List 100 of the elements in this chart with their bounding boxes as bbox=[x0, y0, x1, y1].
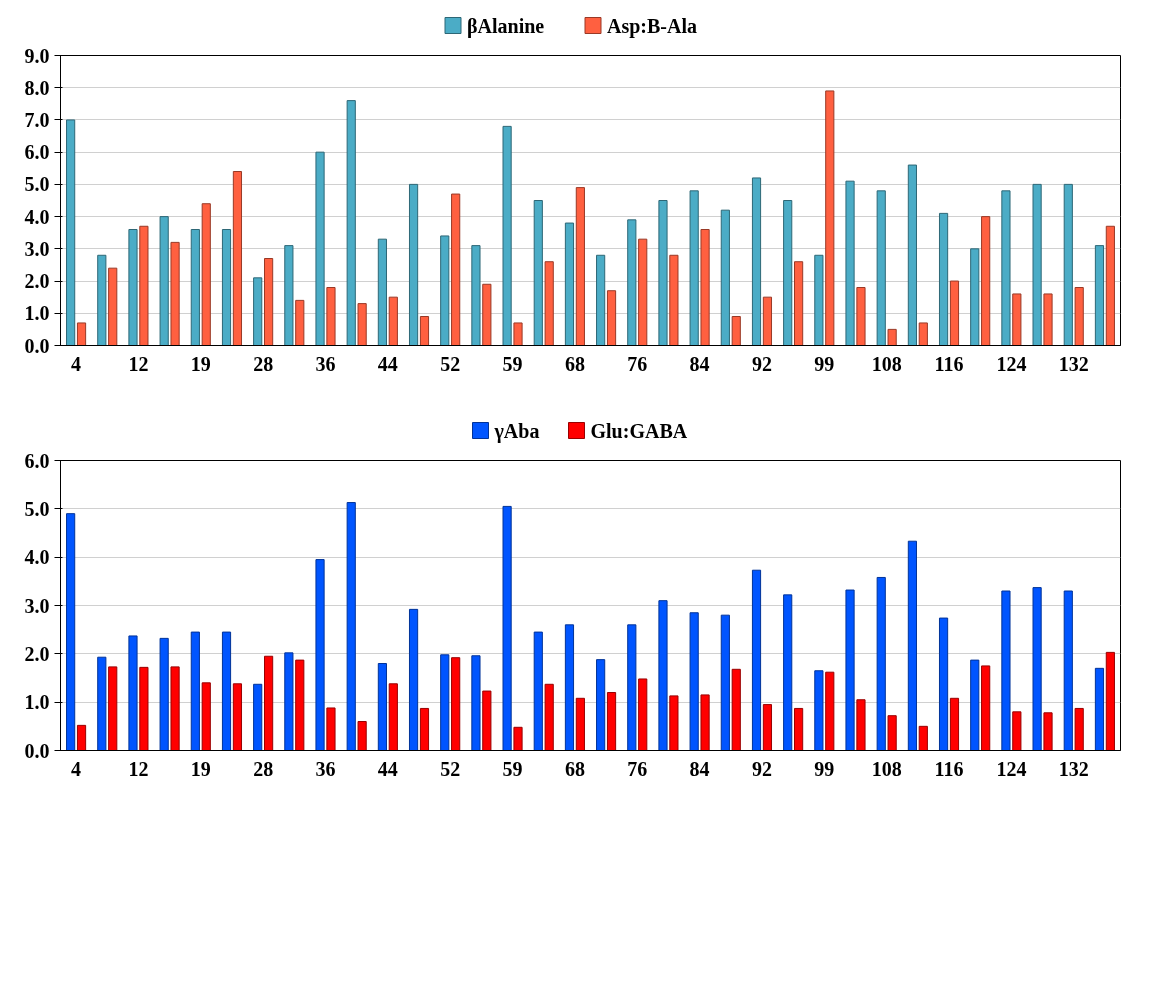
bar bbox=[1063, 590, 1073, 751]
bar bbox=[326, 707, 336, 751]
bar bbox=[981, 216, 991, 346]
x-tick-label: 44 bbox=[377, 352, 398, 375]
bar bbox=[876, 190, 886, 346]
bar bbox=[284, 245, 294, 346]
x-tick-label: 124 bbox=[996, 352, 1027, 375]
bar bbox=[1105, 651, 1115, 751]
bar bbox=[887, 328, 897, 346]
bar bbox=[825, 90, 835, 346]
x-tick-label: 19 bbox=[190, 352, 211, 375]
bar bbox=[1063, 183, 1073, 346]
y-tick-label: 2.0 bbox=[24, 642, 50, 665]
bar bbox=[1074, 287, 1084, 346]
bar bbox=[751, 177, 762, 346]
bar bbox=[1094, 667, 1105, 751]
bar bbox=[938, 212, 949, 346]
bar bbox=[66, 119, 76, 346]
bar bbox=[762, 704, 773, 751]
bar bbox=[440, 235, 450, 346]
bar bbox=[264, 655, 274, 751]
x-tick-label: 124 bbox=[996, 757, 1027, 780]
bar bbox=[264, 258, 274, 346]
bar bbox=[408, 183, 419, 346]
bar bbox=[949, 697, 960, 751]
bar bbox=[970, 659, 980, 751]
bar bbox=[720, 614, 730, 751]
x-tick-label: 116 bbox=[934, 757, 964, 780]
x-tick-label: 92 bbox=[751, 352, 772, 375]
bar bbox=[918, 725, 928, 751]
x-tick-label: 84 bbox=[689, 352, 710, 375]
bar bbox=[388, 296, 398, 346]
legend-label: βAlanine bbox=[467, 14, 545, 38]
x-tick-label: 132 bbox=[1058, 757, 1089, 780]
bar bbox=[907, 540, 917, 751]
bar bbox=[408, 608, 419, 751]
bar bbox=[346, 502, 356, 751]
bar bbox=[970, 248, 980, 346]
bar bbox=[1001, 190, 1011, 346]
legend-label: Glu:GABA bbox=[590, 419, 688, 442]
x-tick-label: 44 bbox=[377, 757, 398, 780]
x-tick-label: 28 bbox=[253, 352, 274, 375]
bar bbox=[1043, 293, 1053, 346]
bar bbox=[606, 692, 617, 751]
x-tick-label: 59 bbox=[502, 352, 523, 375]
y-tick-label: 7.0 bbox=[24, 108, 50, 131]
bar bbox=[201, 203, 211, 346]
bar bbox=[76, 322, 87, 346]
x-tick-label: 4 bbox=[71, 352, 82, 375]
x-tick-label: 108 bbox=[871, 757, 902, 780]
y-tick-label: 2.0 bbox=[24, 270, 50, 293]
x-tick-label: 4 bbox=[71, 757, 82, 780]
bar bbox=[170, 666, 180, 751]
y-tick-label: 4.0 bbox=[24, 546, 50, 569]
x-tick-label: 68 bbox=[564, 352, 585, 375]
y-tick-label: 4.0 bbox=[24, 205, 50, 228]
bar bbox=[108, 267, 118, 346]
bar bbox=[388, 683, 398, 751]
bar bbox=[377, 238, 387, 346]
x-tick-label: 99 bbox=[814, 352, 835, 375]
x-tick-label: 28 bbox=[253, 757, 274, 780]
bar bbox=[170, 241, 180, 346]
bar bbox=[221, 229, 232, 346]
bar bbox=[482, 283, 492, 346]
bar bbox=[471, 245, 481, 346]
bar bbox=[1074, 707, 1084, 751]
y-tick-label: 6.0 bbox=[24, 449, 50, 472]
bar bbox=[669, 254, 679, 346]
bar bbox=[627, 624, 637, 751]
bar bbox=[564, 624, 575, 751]
bar bbox=[357, 303, 367, 346]
y-tick-label: 1.0 bbox=[24, 691, 50, 714]
bar bbox=[596, 254, 606, 346]
bar bbox=[751, 569, 762, 751]
y-tick-label: 3.0 bbox=[24, 237, 50, 260]
bar bbox=[419, 707, 430, 751]
bar bbox=[201, 682, 211, 751]
bar bbox=[128, 635, 138, 751]
bar bbox=[783, 594, 793, 751]
bar bbox=[700, 229, 710, 346]
bar bbox=[938, 617, 949, 751]
x-tick-label: 132 bbox=[1058, 352, 1089, 375]
bar bbox=[638, 678, 648, 751]
y-tick-label: 3.0 bbox=[24, 594, 50, 617]
bar bbox=[533, 631, 543, 751]
x-tick-label: 68 bbox=[564, 757, 585, 780]
bar bbox=[731, 316, 741, 346]
bar bbox=[1012, 293, 1022, 346]
bar bbox=[232, 683, 243, 751]
bar bbox=[814, 254, 824, 346]
x-tick-label: 19 bbox=[190, 757, 211, 780]
bar bbox=[315, 151, 325, 346]
bar bbox=[513, 322, 523, 346]
bar bbox=[596, 659, 606, 751]
bar bbox=[825, 671, 835, 751]
bar bbox=[139, 225, 149, 346]
bar bbox=[513, 726, 523, 751]
bar bbox=[1001, 590, 1011, 751]
y-tick-label: 6.0 bbox=[24, 141, 50, 164]
bar bbox=[762, 296, 773, 346]
